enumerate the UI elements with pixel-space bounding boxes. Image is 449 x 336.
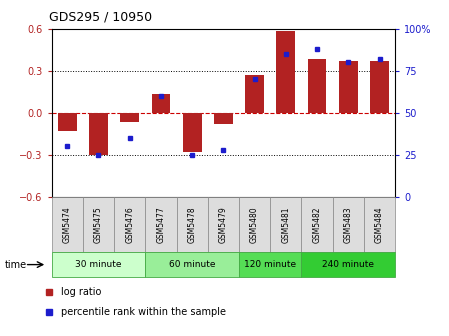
Text: 120 minute: 120 minute — [244, 260, 296, 269]
Bar — [214, 113, 233, 124]
Bar — [120, 113, 139, 122]
Bar — [83, 197, 114, 252]
Text: GSM5481: GSM5481 — [282, 206, 291, 243]
Bar — [301, 252, 395, 277]
Bar — [145, 197, 176, 252]
Bar — [114, 197, 145, 252]
Bar — [52, 197, 83, 252]
Bar — [308, 59, 326, 113]
Text: time: time — [4, 260, 26, 269]
Bar — [270, 197, 301, 252]
Bar — [52, 252, 145, 277]
Bar — [245, 75, 264, 113]
Bar — [277, 31, 295, 113]
Bar — [364, 197, 395, 252]
Bar — [339, 61, 358, 113]
Text: GSM5482: GSM5482 — [313, 206, 321, 243]
Text: GDS295 / 10950: GDS295 / 10950 — [49, 10, 153, 23]
Bar — [333, 197, 364, 252]
Text: GSM5484: GSM5484 — [375, 206, 384, 243]
Bar — [176, 197, 208, 252]
Text: log ratio: log ratio — [61, 287, 101, 297]
Text: GSM5475: GSM5475 — [94, 206, 103, 243]
Text: GSM5474: GSM5474 — [63, 206, 72, 243]
Bar — [208, 197, 239, 252]
Bar — [239, 197, 270, 252]
Text: GSM5476: GSM5476 — [125, 206, 134, 243]
Text: GSM5479: GSM5479 — [219, 206, 228, 243]
Text: GSM5483: GSM5483 — [344, 206, 353, 243]
Text: 240 minute: 240 minute — [322, 260, 374, 269]
Bar — [89, 113, 108, 155]
Bar — [58, 113, 77, 131]
Bar — [145, 252, 239, 277]
Text: 60 minute: 60 minute — [169, 260, 216, 269]
Text: GSM5480: GSM5480 — [250, 206, 259, 243]
Text: percentile rank within the sample: percentile rank within the sample — [61, 307, 226, 317]
Bar — [183, 113, 202, 152]
Text: GSM5477: GSM5477 — [156, 206, 165, 243]
Text: 30 minute: 30 minute — [75, 260, 122, 269]
Bar — [152, 94, 170, 113]
Bar — [301, 197, 333, 252]
Text: GSM5478: GSM5478 — [188, 206, 197, 243]
Bar — [370, 61, 389, 113]
Bar — [239, 252, 301, 277]
